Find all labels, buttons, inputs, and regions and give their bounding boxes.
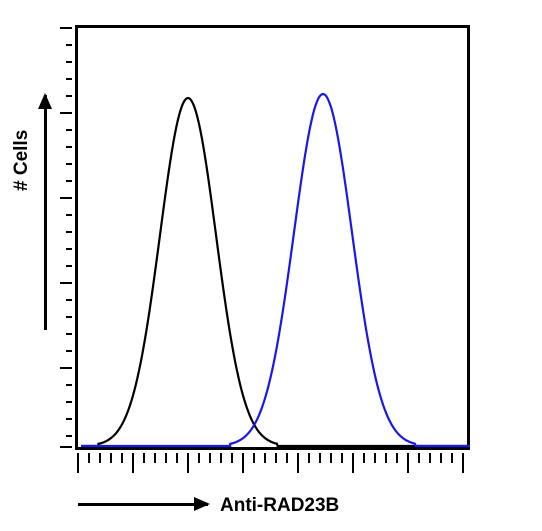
x-axis-label: Anti-RAD23B bbox=[220, 495, 339, 517]
x-axis-arrow bbox=[78, 503, 208, 506]
axis-ticks bbox=[75, 25, 495, 475]
y-axis-label: # Cells bbox=[11, 130, 33, 191]
y-axis-arrow bbox=[44, 95, 47, 330]
